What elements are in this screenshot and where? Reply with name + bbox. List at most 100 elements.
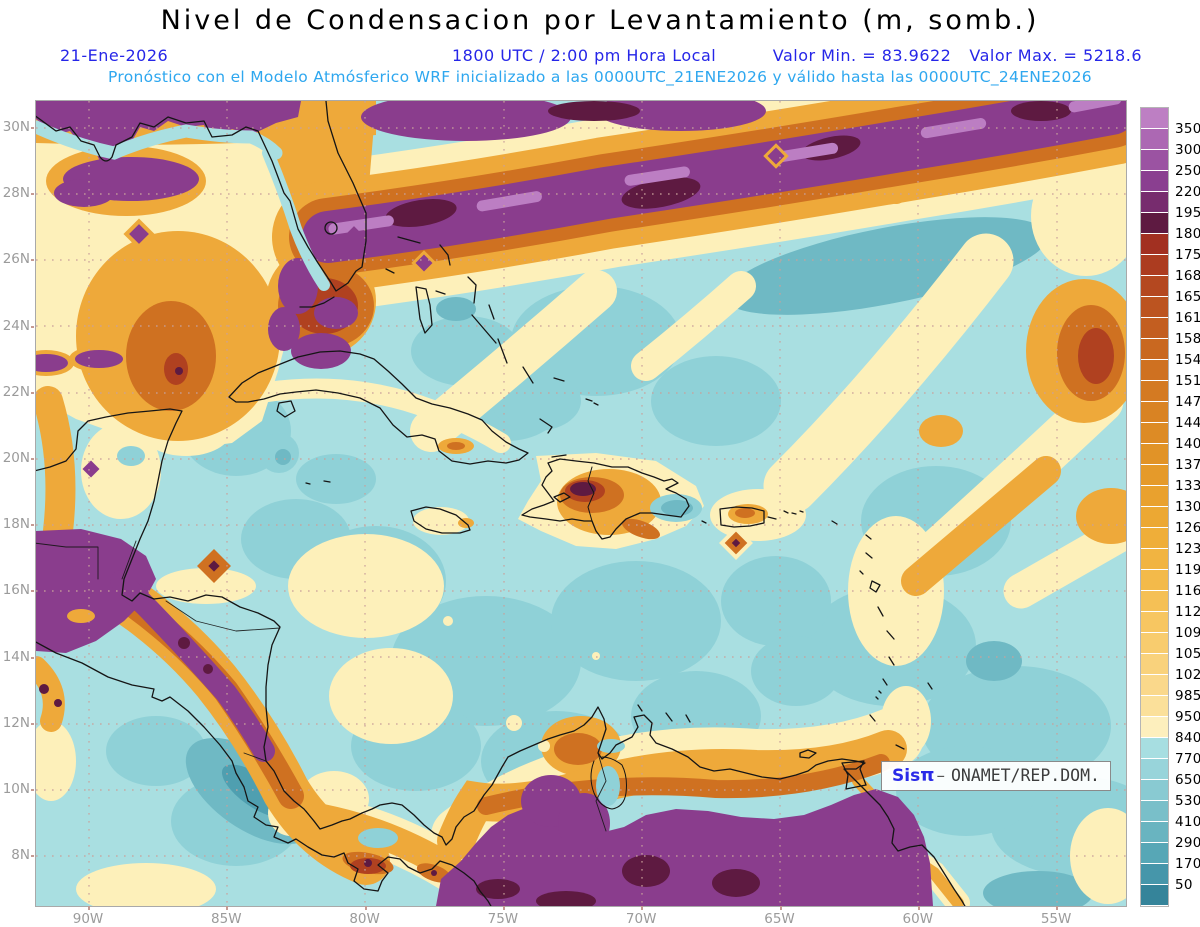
run-date: 21-Ene-2026 [60,46,169,65]
attribution-brand: Sis [892,766,921,786]
header-line: 21-Ene-2026 1800 UTC / 2:00 pm Hora Loca… [0,46,1200,66]
value-min: Valor Min. = 83.9622 [772,46,952,65]
x-axis-label: 85W [211,911,242,927]
colorbar-segment [1141,633,1168,653]
colorbar-segment [1141,864,1168,884]
colorbar-segment [1141,213,1168,233]
colorbar-label: 650 [1175,772,1200,788]
y-axis-label: 22N [2,383,30,400]
page-title: Nivel de Condensacion por Levantamiento … [160,5,1040,36]
colorbar-segment [1141,234,1168,254]
colorbar-label: 1950 [1175,205,1200,221]
y-axis-tick [31,259,34,262]
colorbar-segment [1141,549,1168,569]
colorbar-segment [1141,360,1168,380]
colorbar-label: 950 [1175,709,1200,725]
colorbar-label: 1750 [1175,247,1200,263]
colorbar-label: 1160 [1175,583,1200,599]
colorbar-label: 1545 [1175,352,1200,368]
x-axis-label: 80W [349,911,380,927]
x-axis-label: 70W [625,911,657,927]
colorbar-label: 1300 [1175,499,1200,515]
y-axis-label: 8N [11,847,30,864]
attribution-org: ONAMET/REP.DOM. [950,766,1100,785]
colorbar-segment [1141,591,1168,611]
colorbar-label: 1615 [1175,310,1200,326]
y-axis-tick [31,325,34,328]
map-frame: Sisπ – ONAMET/REP.DOM. [35,100,1127,907]
lcl-field [36,101,1126,906]
attribution-pi-symbol: π [920,765,935,786]
map-canvas [36,101,1126,906]
colorbar-segment [1141,150,1168,170]
y-axis-label: 18N [2,516,30,533]
colorbar-label: 1230 [1175,541,1200,557]
attribution-box: Sisπ – ONAMET/REP.DOM. [881,761,1111,791]
colorbar-segment [1141,402,1168,422]
y-axis-label: 28N [2,185,30,202]
y-axis-label: 20N [2,450,30,466]
x-axis-label: 75W [487,911,519,927]
y-axis-label: 30N [2,119,30,135]
y-axis-tick [31,656,34,659]
colorbar-label: 1055 [1175,646,1200,662]
colorbar-label: 985 [1175,688,1200,704]
colorbar-segment [1141,738,1168,758]
colorbar-segment [1141,570,1168,590]
colorbar-segment [1141,276,1168,296]
x-axis-label: 60W [902,911,934,927]
colorbar-segment [1141,297,1168,317]
x-axis-label: 55W [1040,911,1072,927]
colorbar-segment [1141,717,1168,737]
colorbar-label: 1125 [1175,604,1200,620]
colorbar-segment [1141,885,1168,905]
x-axis-tick [502,906,505,910]
colorbar-label: 1265 [1175,520,1200,536]
x-axis-tick [1056,906,1059,910]
colorbar-segment [1141,612,1168,632]
colorbar-label: 2200 [1175,184,1200,200]
x-axis-label: 65W [764,911,795,927]
attribution-dash: – [936,766,945,786]
colorbar-label: 290 [1175,835,1200,851]
colorbar-label: 1370 [1175,457,1200,473]
colorbar-label: 840 [1175,730,1200,746]
colorbar [1140,107,1169,907]
colorbar-segment [1141,423,1168,443]
colorbar-segment [1141,339,1168,359]
colorbar-segment [1141,507,1168,527]
colorbar-label: 1090 [1175,625,1200,641]
y-axis-tick [31,193,34,196]
colorbar-label: 3500 [1175,121,1200,137]
colorbar-label: 50 [1175,877,1193,893]
colorbar-label: 1510 [1175,373,1200,389]
y-axis-tick [31,391,34,394]
colorbar-segment [1141,381,1168,401]
y-axis-tick [31,590,34,593]
y-axis-tick [31,789,34,791]
contour-diamonds [82,143,789,583]
colorbar-label: 3000 [1175,142,1200,158]
colorbar-label: 410 [1175,814,1200,830]
colorbar-segment [1141,801,1168,821]
y-axis-label: 10N [2,781,30,797]
x-axis-tick [88,906,90,910]
x-axis-label: 90W [72,911,104,927]
x-axis-tick [226,906,229,910]
minmax-values: Valor Min. = 83.9622 Valor Max. = 5218.6 [755,46,1142,65]
colorbar-segment [1141,108,1168,128]
colorbar-label: 530 [1175,793,1200,809]
colorbar-segment [1141,654,1168,674]
x-axis-tick [779,906,782,910]
colorbar-segment [1141,444,1168,464]
colorbar-segment [1141,486,1168,506]
x-axis-tick [917,906,920,910]
colorbar-segment [1141,696,1168,716]
forecast-description: Pronóstico con el Modelo Atmósferico WRF… [108,68,1092,86]
y-axis-label: 16N [2,582,30,599]
colorbar-label: 2500 [1175,163,1200,179]
y-axis-tick [31,855,34,858]
colorbar-segment [1141,129,1168,149]
colorbar-segment [1141,675,1168,695]
